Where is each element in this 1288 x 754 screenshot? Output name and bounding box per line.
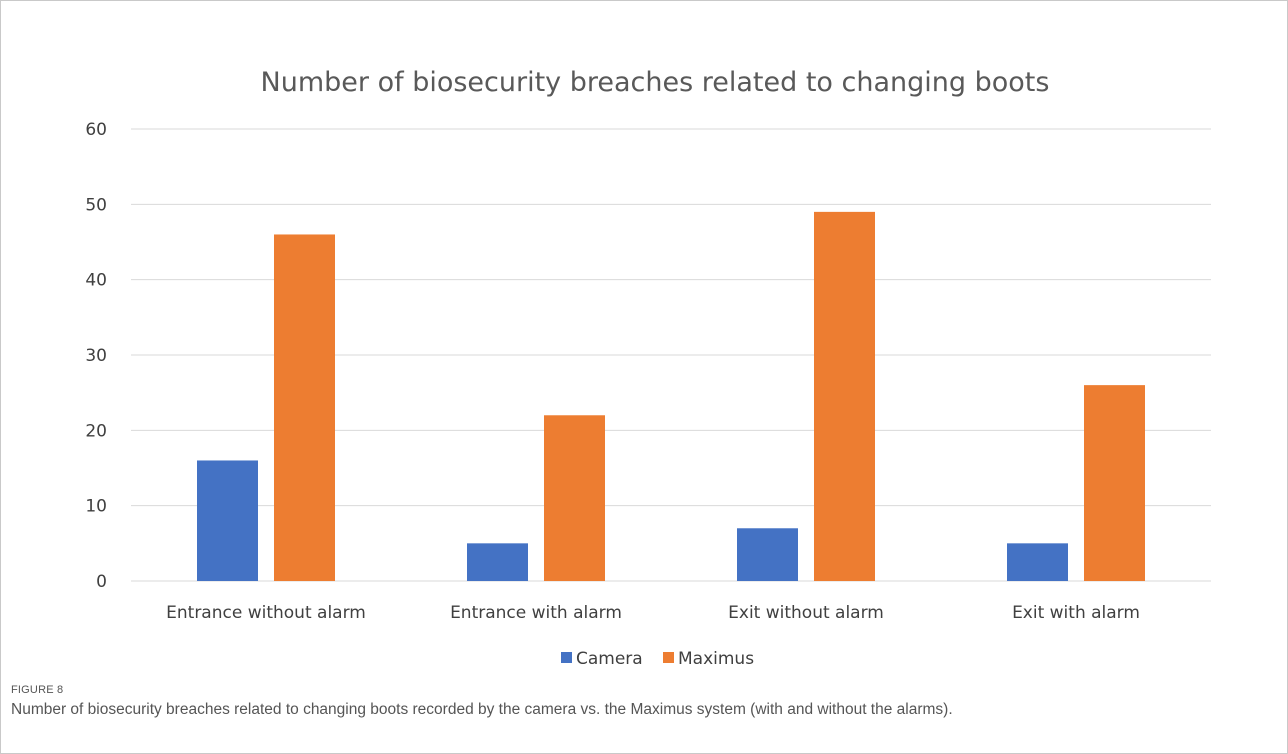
legend-swatch-maximus — [663, 652, 674, 663]
bar-camera — [197, 460, 258, 581]
x-axis-categories: Entrance without alarm Entrance with alar… — [166, 603, 1140, 623]
legend: Camera Maximus — [561, 649, 754, 669]
y-tick-label: 30 — [85, 346, 107, 366]
legend-swatch-camera — [561, 652, 572, 663]
figure-label: FIGURE 8 — [11, 684, 64, 696]
bar-camera — [467, 543, 528, 581]
legend-label-maximus: Maximus — [678, 649, 754, 669]
y-tick-label: 10 — [85, 497, 107, 517]
y-tick-label: 50 — [85, 195, 107, 215]
bars — [197, 211, 1145, 581]
x-category-label: Entrance without alarm — [166, 603, 366, 623]
bar-maximus — [274, 234, 335, 581]
y-tick-label: 0 — [96, 572, 107, 592]
bar-camera — [737, 528, 798, 581]
figure-caption: Number of biosecurity breaches related t… — [11, 701, 953, 718]
bar-chart: Number of biosecurity breaches related t… — [85, 67, 1211, 669]
y-axis-ticks: 0 10 20 30 40 50 60 — [85, 120, 107, 592]
x-category-label: Exit with alarm — [1012, 603, 1140, 623]
chart-title: Number of biosecurity breaches related t… — [261, 67, 1050, 98]
legend-label-camera: Camera — [576, 649, 643, 669]
bar-maximus — [814, 211, 875, 581]
y-tick-label: 20 — [85, 421, 107, 441]
bar-camera — [1007, 543, 1068, 581]
x-category-label: Exit without alarm — [728, 603, 884, 623]
x-category-label: Entrance with alarm — [450, 603, 622, 623]
y-tick-label: 60 — [85, 120, 107, 140]
y-tick-label: 40 — [85, 271, 107, 291]
bar-maximus — [544, 415, 605, 581]
bar-maximus — [1084, 385, 1145, 581]
